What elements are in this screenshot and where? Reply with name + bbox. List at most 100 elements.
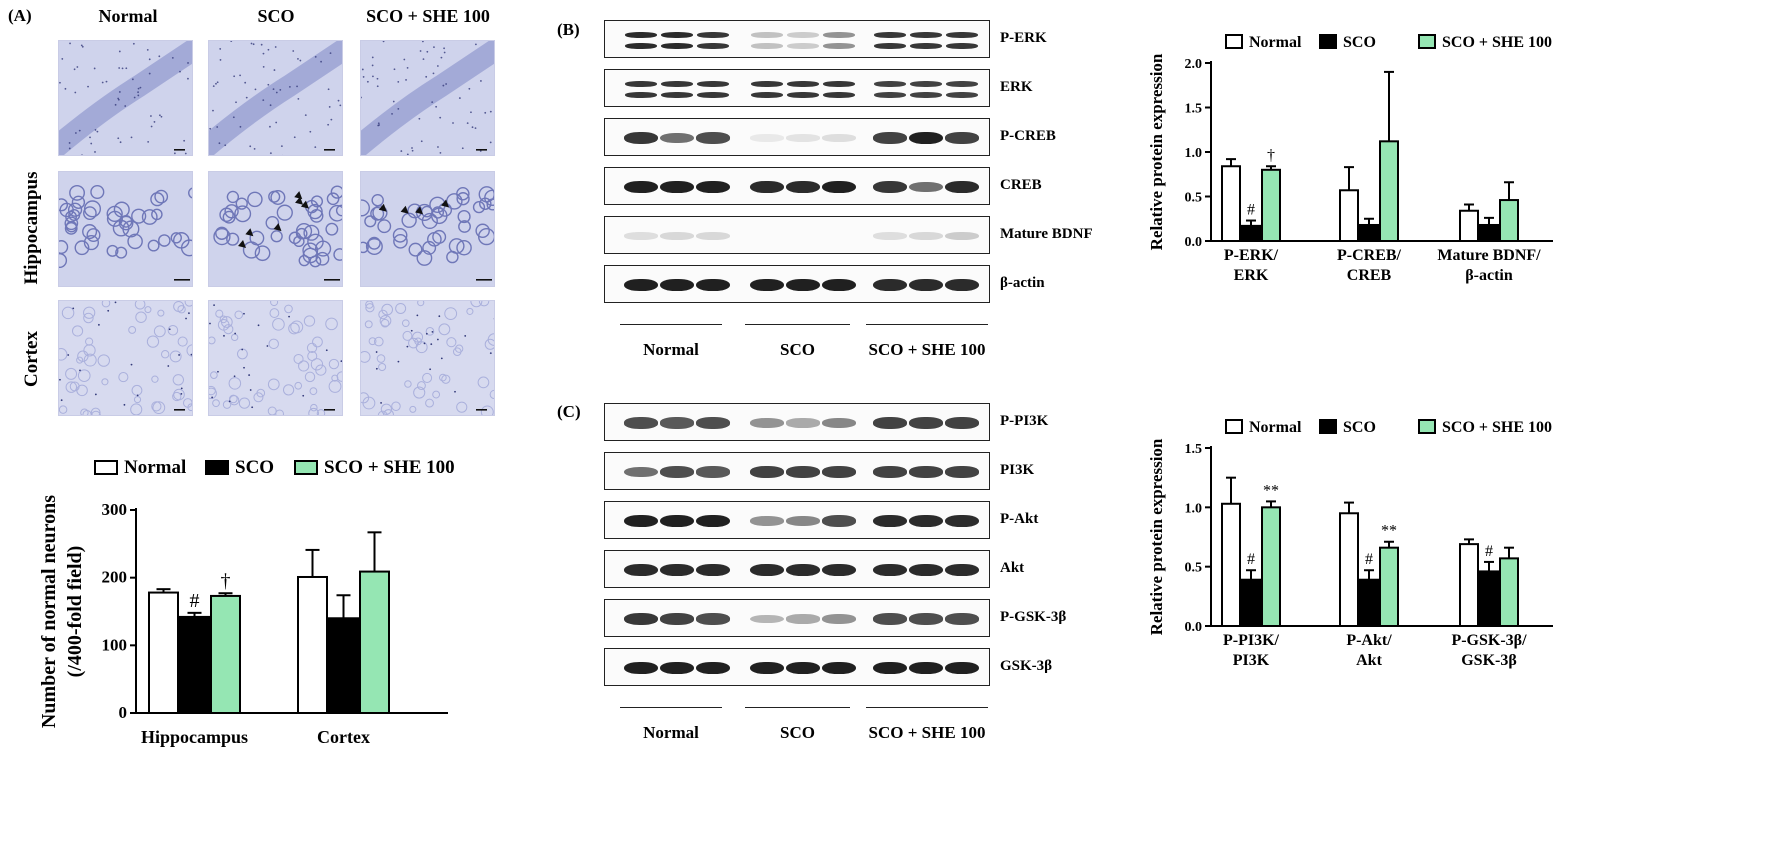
blot-band [625, 32, 657, 38]
blot-band [822, 515, 856, 527]
b-blot-label: β-actin [1000, 275, 1045, 291]
blot-band [874, 32, 906, 38]
blot-band [873, 232, 907, 240]
y-tick-label: 0 [119, 703, 128, 722]
panel-a-row-label-cortex: Cortex [21, 331, 42, 387]
c-blot-gsk-3- [604, 648, 990, 686]
y-axis-label: Relative protein expression [1147, 53, 1166, 250]
y-tick-label: 200 [102, 568, 128, 587]
blot-band [660, 514, 694, 528]
bar-sco [1359, 223, 1379, 242]
blot-band [786, 418, 820, 428]
blot-band [751, 32, 783, 38]
blot-band [624, 466, 658, 478]
blot-band [910, 92, 942, 98]
c-blot-p-akt [604, 501, 990, 539]
blot-band [909, 181, 943, 193]
legend-swatch-0 [94, 460, 118, 475]
blot-band [661, 81, 693, 87]
y-axis-label: Relative protein expression [1147, 438, 1166, 635]
blot-band [625, 92, 657, 98]
blot-band [750, 661, 784, 675]
b-group-line [866, 324, 988, 325]
bar-normal [1339, 189, 1359, 243]
blot-band [873, 514, 907, 528]
x-category-label: P-GSK-3β/ [1451, 632, 1527, 649]
chart-neuron-count: Normal SCO SCO + SHE 100 0 100 200 300 Number o… [38, 457, 455, 747]
micrograph-1-2 [208, 40, 343, 156]
b-blot-label: ERK [1000, 79, 1033, 95]
x-category-label: P-CREB/ [1337, 247, 1402, 264]
y-tick-label: 1.5 [1185, 442, 1203, 457]
c-blot-label: GSK-3β [1000, 658, 1053, 674]
b-blot-p-erk [604, 20, 990, 58]
c-group-label: SCO + SHE 100 [868, 723, 986, 742]
bar-normal [1221, 502, 1241, 627]
legend-swatch-2 [1418, 419, 1436, 434]
blot-band [945, 231, 979, 241]
x-category-label: CREB [1347, 267, 1392, 284]
legend-label: SCO [1343, 419, 1376, 436]
blot-band [786, 516, 820, 526]
blot-band [945, 417, 979, 429]
blot-band [750, 516, 784, 526]
c-blot-label: P-PI3K [1000, 413, 1049, 429]
blot-band [822, 466, 856, 478]
blot-band [786, 661, 820, 675]
significance-marker: ** [1263, 482, 1279, 499]
blot-band [873, 132, 907, 144]
blot-band [660, 232, 694, 240]
y-tick-label: 1.0 [1185, 146, 1203, 161]
y-tick-label: 0.5 [1185, 191, 1203, 206]
blot-band [697, 32, 729, 38]
blot-band [910, 43, 942, 49]
legend-swatch-2 [1418, 34, 1436, 49]
significance-marker: # [1365, 551, 1373, 568]
blot-band [822, 614, 856, 624]
blot-band [945, 514, 979, 528]
c-group-label: SCO [780, 723, 815, 742]
blot-band [946, 81, 978, 87]
blot-band [625, 43, 657, 49]
legend-swatch-1 [205, 460, 229, 475]
blot-band [874, 81, 906, 87]
blot-band [909, 661, 943, 675]
blot-band [625, 81, 657, 87]
blot-band [750, 418, 784, 428]
x-category-label: P-ERK/ [1224, 247, 1279, 264]
legend-swatch-2 [294, 460, 318, 475]
bar-normal [297, 575, 328, 714]
chart-body: Normal SCO SCO + SHE 100 0.0 0.5 1.0 1.5 Relati… [1147, 419, 1553, 669]
blot-band [945, 563, 979, 577]
blot-band [945, 180, 979, 194]
blot-band [787, 43, 819, 49]
bar-sco-she-100 [210, 594, 241, 714]
legend-label: SCO + SHE 100 [324, 457, 455, 478]
blot-band [696, 232, 730, 240]
b-blot--actin [604, 265, 990, 303]
x-category-label: GSK-3β [1461, 652, 1517, 669]
blot-band [750, 134, 784, 142]
x-category-label: ERK [1234, 267, 1269, 284]
y-tick-label: 1.5 [1185, 102, 1203, 117]
x-category-label: Akt [1356, 652, 1382, 669]
x-category-label: Cortex [317, 727, 370, 747]
blot-band [696, 132, 730, 144]
legend-swatch-1 [1319, 419, 1337, 434]
blot-band [874, 92, 906, 98]
bar-normal [1221, 165, 1241, 243]
panel-a-row-label-hippocampus: Hippocampus [21, 171, 42, 285]
blot-band [873, 278, 907, 292]
blot-band [660, 417, 694, 429]
c-group-line [745, 707, 850, 708]
blot-band [945, 613, 979, 625]
x-category-label: P-PI3K/ [1223, 632, 1280, 649]
micrograph-2-2 [208, 171, 343, 287]
legend-label: SCO [235, 457, 274, 478]
blot-band [823, 92, 855, 98]
micrograph-3-2 [208, 300, 343, 416]
blot-band [661, 43, 693, 49]
legend-label: Normal [1249, 419, 1302, 436]
blot-band [624, 417, 658, 429]
bar-sco-she-100 [359, 570, 390, 714]
